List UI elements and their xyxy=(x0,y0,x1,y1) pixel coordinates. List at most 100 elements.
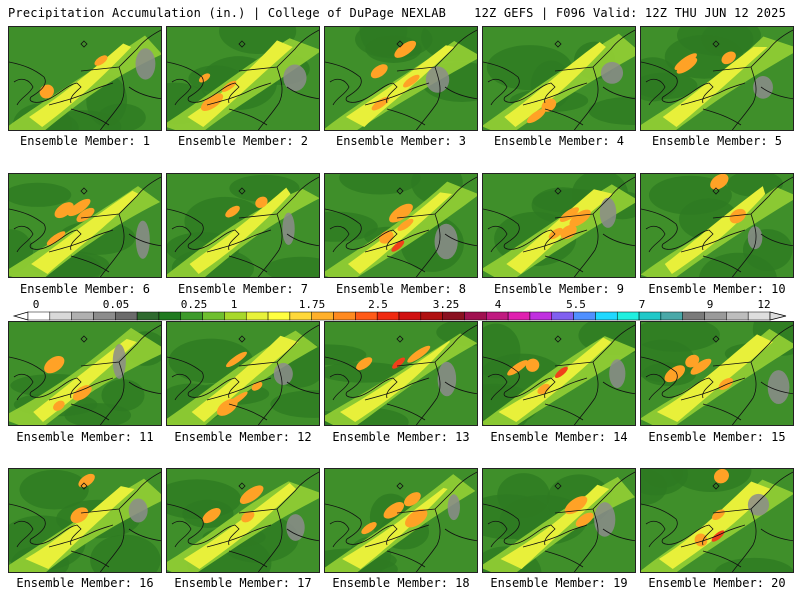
ensemble-member-label: Ensemble Member: 2 xyxy=(177,134,309,148)
ensemble-member-label: Ensemble Member: 9 xyxy=(493,282,625,296)
precip-map xyxy=(325,174,477,277)
ensemble-panel xyxy=(324,468,478,573)
ensemble-member-label: Ensemble Member: 1 xyxy=(19,134,151,148)
ensemble-member-label: Ensemble Member: 8 xyxy=(335,282,467,296)
colorbar-tick-label: 9 xyxy=(707,298,714,311)
colorbar-swatch xyxy=(49,311,72,321)
page-title: Precipitation Accumulation (in.) | Colle… xyxy=(8,6,447,20)
colorbar-swatch xyxy=(202,311,225,321)
ensemble-panel xyxy=(8,321,162,426)
colorbar-swatch xyxy=(136,311,160,321)
ensemble-member-label: Ensemble Member: 11 xyxy=(16,430,154,444)
precip-map xyxy=(9,27,161,130)
precip-map xyxy=(641,174,793,277)
precip-map xyxy=(483,469,635,572)
colorbar-tick-label: 12 xyxy=(757,298,770,311)
colorbar-tick-label: 1 xyxy=(231,298,238,311)
ensemble-member-label: Ensemble Member: 7 xyxy=(177,282,309,296)
colorbar-tick-label: 7 xyxy=(639,298,646,311)
colorbar-swatch xyxy=(27,311,51,321)
colorbar-tick-label: 3.25 xyxy=(433,298,460,311)
ensemble-panel xyxy=(482,468,636,573)
ensemble-member-label: Ensemble Member: 16 xyxy=(16,576,154,590)
ensemble-panel xyxy=(482,26,636,131)
colorbar-graphic: 0 0.05 0.25 1 1.75 2.5 3.25 4 5.5 7 9 12 xyxy=(12,298,787,321)
header: Precipitation Accumulation (in.) | Colle… xyxy=(0,0,800,24)
colorbar-swatch xyxy=(311,311,334,321)
ensemble-member-label: Ensemble Member: 12 xyxy=(174,430,312,444)
colorbar-swatch xyxy=(333,311,356,321)
precip-map xyxy=(325,469,477,572)
run-info: 12Z GEFS | F096 Valid: 12Z THU JUN 12 20… xyxy=(474,6,786,20)
ensemble-panel xyxy=(640,26,794,131)
ensemble-member-label: Ensemble Member: 3 xyxy=(335,134,467,148)
colorbar-swatch xyxy=(180,311,203,321)
colorbar-swatch xyxy=(355,311,378,321)
colorbar-swatch xyxy=(93,311,116,321)
colorbar-swatch xyxy=(595,311,618,321)
ensemble-panel xyxy=(8,26,162,131)
colorbar-swatch xyxy=(486,311,509,321)
precip-map xyxy=(167,174,319,277)
precip-map xyxy=(483,322,635,425)
ensemble-panel xyxy=(640,468,794,573)
ensemble-panel xyxy=(8,173,162,278)
colorbar-swatch xyxy=(267,311,291,321)
colorbar-swatch xyxy=(682,311,705,321)
ensemble-panel xyxy=(640,173,794,278)
colorbar-swatch xyxy=(464,311,487,321)
ensemble-panel xyxy=(166,321,320,426)
colorbar-swatch xyxy=(398,311,422,321)
colorbar-tick-label: 1.75 xyxy=(299,298,326,311)
ensemble-member-label: Ensemble Member: 10 xyxy=(648,282,786,296)
ensemble-panel xyxy=(482,173,636,278)
ensemble-member-label: Ensemble Member: 18 xyxy=(332,576,470,590)
colorbar-swatch xyxy=(71,311,94,321)
colorbar-tick-label: 0.05 xyxy=(103,298,130,311)
ensemble-member-label: Ensemble Member: 17 xyxy=(174,576,312,590)
colorbar-swatch xyxy=(442,311,465,321)
ensemble-member-label: Ensemble Member: 6 xyxy=(19,282,151,296)
colorbar: 0 0.05 0.25 1 1.75 2.5 3.25 4 5.5 7 9 12 xyxy=(12,298,788,324)
ensemble-member-label: Ensemble Member: 20 xyxy=(648,576,786,590)
precip-map xyxy=(9,322,161,425)
colorbar-tick-label: 0 xyxy=(33,298,40,311)
colorbar-swatch xyxy=(573,311,596,321)
colorbar-tick-label: 5.5 xyxy=(566,298,586,311)
colorbar-swatch xyxy=(158,311,182,321)
ensemble-member-label: Ensemble Member: 13 xyxy=(332,430,470,444)
colorbar-tick-label: 2.5 xyxy=(368,298,388,311)
precip-map xyxy=(9,174,161,277)
colorbar-swatch xyxy=(245,311,269,321)
ensemble-panel xyxy=(482,321,636,426)
ensemble-panel xyxy=(324,173,478,278)
precip-map xyxy=(641,322,793,425)
ensemble-panel xyxy=(166,173,320,278)
colorbar-arrow-left xyxy=(12,311,29,321)
colorbar-swatch xyxy=(529,311,553,321)
colorbar-swatch xyxy=(638,311,662,321)
precip-map xyxy=(483,174,635,277)
ensemble-panel xyxy=(166,468,320,573)
precip-map xyxy=(325,322,477,425)
precip-map xyxy=(325,27,477,130)
colorbar-tick-label: 4 xyxy=(495,298,502,311)
precip-map xyxy=(641,469,793,572)
ensemble-panel xyxy=(166,26,320,131)
ensemble-member-label: Ensemble Member: 4 xyxy=(493,134,625,148)
colorbar-swatch xyxy=(747,311,771,321)
precip-map xyxy=(167,469,319,572)
ensemble-member-label: Ensemble Member: 15 xyxy=(648,430,786,444)
colorbar-swatch xyxy=(507,311,531,321)
precip-map xyxy=(641,27,793,130)
colorbar-arrow-right xyxy=(769,311,787,321)
ensemble-panel xyxy=(8,468,162,573)
colorbar-swatch xyxy=(224,311,247,321)
colorbar-swatch xyxy=(376,311,400,321)
precip-map xyxy=(9,469,161,572)
ensemble-member-label: Ensemble Member: 5 xyxy=(651,134,783,148)
colorbar-swatch xyxy=(616,311,640,321)
colorbar-swatch xyxy=(660,311,683,321)
colorbar-swatch xyxy=(115,311,138,321)
colorbar-swatch xyxy=(289,311,312,321)
